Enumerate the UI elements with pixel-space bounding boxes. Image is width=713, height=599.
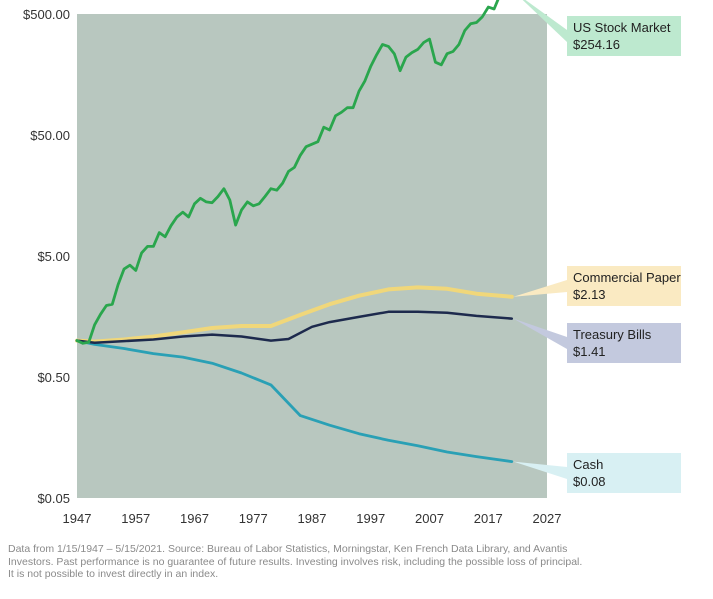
series-line-cash [75,339,514,463]
x-tick-label: 2017 [474,511,503,526]
series-value-label: $1.41 [573,344,606,359]
x-tick-label: 1987 [298,511,327,526]
series-label-box [567,266,681,306]
series-name-label: US Stock Market [573,20,671,35]
label-connector [513,461,567,479]
x-tick-label: 1977 [239,511,268,526]
x-tick-labels: 1947 1957 1967 1977 1987 1997 2007 2017 2027 [63,511,562,526]
y-tick-labels: $500.00 $50.00 $5.00 $0.50 $0.05 [23,7,70,506]
x-tick-label: 2027 [533,511,562,526]
x-tick-label: 1967 [180,511,209,526]
series-value-label: $0.08 [573,474,606,489]
x-tick-label: 1997 [356,511,385,526]
label-connector [522,0,567,42]
footnote: Data from 1/15/1947 – 5/15/2021. Source:… [8,543,583,580]
series-name-label: Commercial Paper [573,270,681,285]
series-value-label: $254.16 [573,37,620,52]
series-label-box [567,453,681,493]
series-line-treasury-bills [75,310,514,344]
x-tick-label: 1947 [63,511,92,526]
y-tick-label: $50.00 [30,128,70,143]
series-name-label: Treasury Bills [573,327,652,342]
series-line-us-stock-market [75,0,500,345]
series-label-box [567,16,681,56]
y-tick-label: $500.00 [23,7,70,22]
series-label-box [567,323,681,363]
series-value-label: $2.13 [573,287,606,302]
series-name-label: Cash [573,457,603,472]
series-layer [75,0,514,463]
x-tick-label: 2007 [415,511,444,526]
y-tick-label: $0.05 [37,491,70,506]
label-connector [513,280,567,297]
y-tick-label: $5.00 [37,249,70,264]
label-connector [513,318,567,349]
y-tick-label: $0.50 [37,370,70,385]
series-line-commercial-paper [75,285,514,344]
plot-background [77,14,547,498]
x-tick-label: 1957 [121,511,150,526]
series-label-layer: US Stock Market $254.16 Commercial Paper $2… [513,0,681,493]
